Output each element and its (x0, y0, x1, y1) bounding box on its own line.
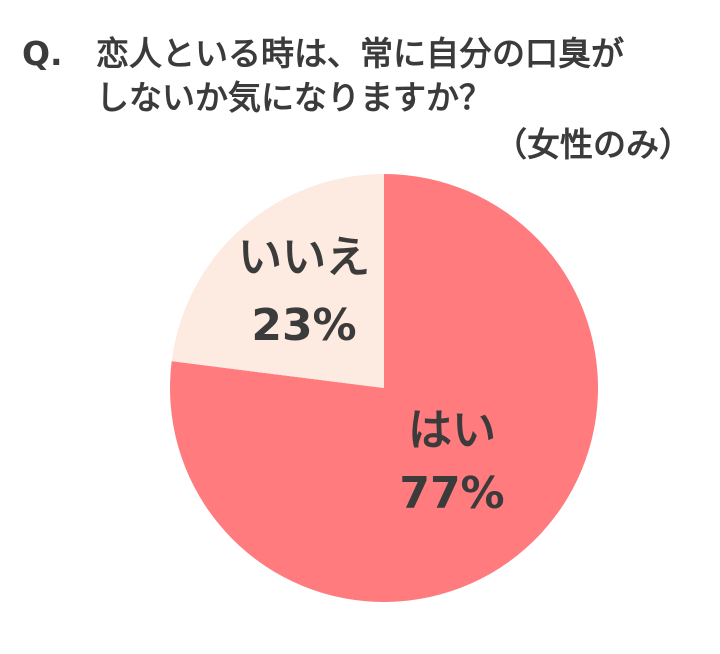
pie-labels: はい 77% いいえ 23% (238, 232, 505, 519)
title-line-2: しないか気になりますか？ (96, 78, 492, 117)
question-mark-label: Q. (22, 34, 63, 73)
title-line-1: 恋人といる時は、常に自分の口臭が (96, 34, 624, 73)
slice-value-label: 77% (399, 468, 504, 519)
chart-title: Q. 恋人といる時は、常に自分の口臭が しないか気になりますか？ (22, 32, 624, 120)
slice-label: はい (408, 405, 496, 456)
slice-value-label: 23% (251, 300, 356, 351)
pie-slice (170, 174, 599, 602)
pie-slice (171, 174, 384, 388)
pie-slices (170, 174, 599, 602)
chart-subtitle: （女性のみ） (494, 125, 692, 164)
slice-label: いいえ (238, 232, 370, 283)
